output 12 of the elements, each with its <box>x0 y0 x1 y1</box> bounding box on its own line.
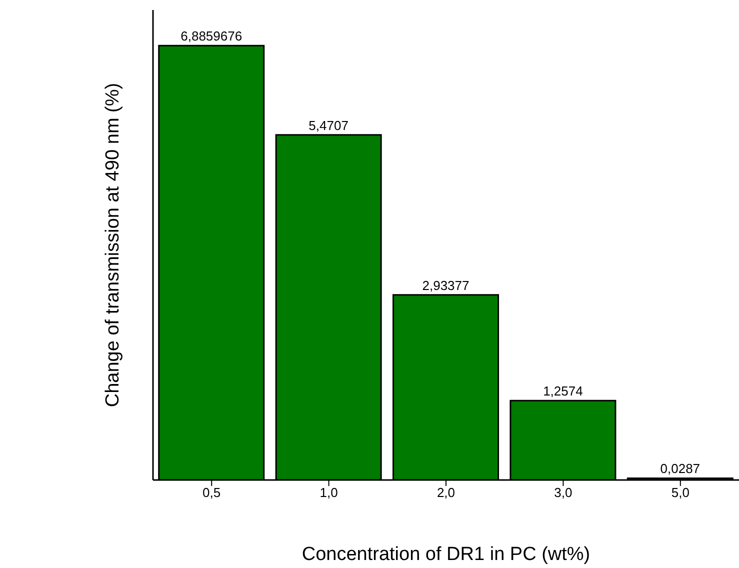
y-axis-title: Change of transmission at 490 nm (%) <box>102 82 124 408</box>
data-label: 6,8859676 <box>180 28 242 44</box>
data-label: 0,0287 <box>660 461 700 476</box>
x-tick-label: 2,0 <box>436 485 456 500</box>
x-tick-label: 0,5 <box>202 485 221 500</box>
x-tick-label: 3,0 <box>554 485 572 500</box>
x-tick-label: 1,0 <box>320 485 338 500</box>
x-tick-label: 5,0 <box>671 485 690 500</box>
data-label: 5,4707 <box>308 118 348 133</box>
x-axis-title: Concentration of DR1 in PC (wt%) <box>302 544 590 565</box>
data-label: 1,2574 <box>543 384 583 399</box>
data-label: 2,93377 <box>422 278 470 293</box>
